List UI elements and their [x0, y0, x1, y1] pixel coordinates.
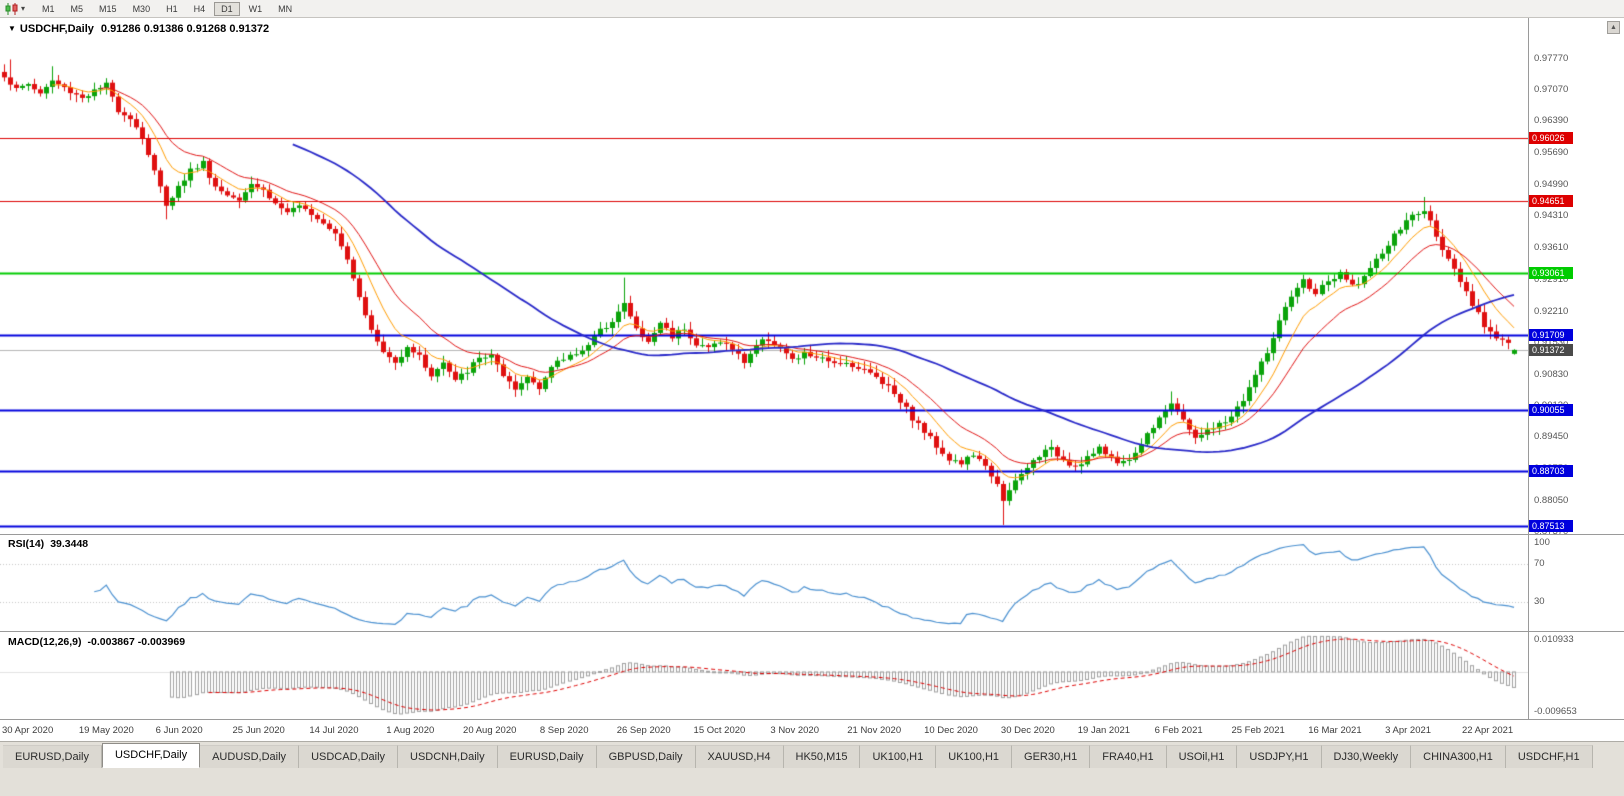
price-axis-label: 0.97070 [1534, 84, 1569, 96]
hline-price-tag: 0.91709 [1529, 328, 1573, 341]
timeframe-button-m1[interactable]: M1 [42, 3, 55, 14]
timeframe-button-m15[interactable]: M15 [99, 3, 117, 14]
price-axis-label: 0.92210 [1534, 305, 1569, 317]
ohlc-values: 0.91286 0.91386 0.91268 0.91372 [100, 23, 270, 35]
chart-tab-fra40-h1[interactable]: FRA40,H1 [1090, 745, 1167, 768]
chart-tab-usdjpy-h1[interactable]: USDJPY,H1 [1237, 745, 1322, 768]
date-axis-label: 30 Dec 2020 [1000, 725, 1055, 736]
chart-tab-usoil-h1[interactable]: USOil,H1 [1166, 745, 1238, 768]
date-axis-label: 1 Aug 2020 [386, 725, 435, 736]
hline-price-tag: 0.93061 [1529, 266, 1573, 279]
rsi-level-label: 70 [1534, 557, 1545, 569]
date-axis[interactable]: 30 Apr 2020 19 May 2020 6 Jun 2020 25 Jun 2… [0, 720, 1624, 741]
chart-title: ▼ USDCHF,Daily 0.91286 0.91386 0.91268 0.9… [8, 23, 269, 35]
price-axis-label: 0.94310 [1534, 210, 1569, 222]
current-price-tag: 0.91372 [1529, 343, 1573, 356]
chart-tab-xauusd-h4[interactable]: XAUUSD,H4 [695, 745, 784, 768]
chart-type-button[interactable]: ▾ [4, 2, 26, 15]
price-axis-border [1528, 18, 1529, 719]
price-axis-label: 0.91530 [1534, 336, 1569, 348]
price-axis-label: 0.97770 [1534, 52, 1569, 64]
chart-tab-hk50-m15[interactable]: HK50,M15 [783, 745, 861, 768]
panel-separator[interactable] [0, 534, 1624, 535]
chart-tab-dj30-weekly[interactable]: DJ30,Weekly [1321, 745, 1412, 768]
macd-label: MACD(12,26,9) -0.003867 -0.003969 [8, 636, 186, 648]
hline-price-tag: 0.88703 [1529, 465, 1573, 478]
macd-values: -0.003867 -0.003969 [87, 636, 186, 648]
date-axis-label: 20 Aug 2020 [463, 725, 517, 736]
date-axis-label: 6 Jun 2020 [155, 725, 203, 736]
chart-tab-uk100-h1[interactable]: UK100,H1 [936, 745, 1013, 768]
price-axis-label: 0.95690 [1534, 147, 1569, 159]
rsi-label: RSI(14) 39.3448 [8, 538, 89, 550]
timeframe-buttons: M1 M5 M15 M30 H1 H4 D1 W1 MN [35, 1, 301, 16]
hline-price-tag: 0.96026 [1529, 131, 1573, 144]
date-axis-label: 22 Apr 2021 [1461, 725, 1514, 736]
timeframe-button-d1[interactable]: D1 [214, 1, 240, 16]
chart-tab-eurusd-daily[interactable]: EURUSD,Daily [497, 745, 597, 768]
panel-separator [0, 719, 1624, 720]
timeframe-button-w1[interactable]: W1 [248, 3, 263, 14]
chart-tab-usdchf-h1[interactable]: USDCHF,H1 [1505, 745, 1593, 768]
date-axis-label: 10 Dec 2020 [924, 725, 978, 736]
rsi-level-label: 30 [1534, 596, 1545, 608]
chart-tab-eurusd-daily[interactable]: EURUSD,Daily [3, 745, 102, 768]
rsi-value: 39.3448 [50, 538, 89, 550]
hline-price-tag: 0.90055 [1529, 403, 1573, 416]
price-axis-label: 0.89450 [1534, 431, 1569, 443]
price-axis-label: 0.96390 [1534, 115, 1569, 127]
macd-scale-top: 0.010933 [1534, 634, 1574, 645]
date-axis-label: 14 Jul 2020 [309, 725, 359, 736]
price-axis-label: 0.90830 [1534, 368, 1569, 380]
timeframe-button-h1[interactable]: H1 [166, 3, 178, 14]
date-axis-label: 26 Sep 2020 [616, 725, 671, 736]
date-axis-label: 3 Apr 2021 [1385, 725, 1432, 736]
panel-separator[interactable] [0, 631, 1624, 632]
date-axis-label: 30 Apr 2020 [2, 725, 54, 736]
date-axis-label: 8 Sep 2020 [539, 725, 589, 736]
chart-tab-bar: EURUSD,Daily USDCHF,Daily AUDUSD,Daily USDC… [0, 741, 1624, 796]
chevron-down-icon: ▾ [21, 4, 26, 13]
price-chart-canvas[interactable] [0, 18, 1528, 534]
chart-tab-uk100-h1[interactable]: UK100,H1 [860, 745, 937, 768]
price-axis-label: 0.88050 [1534, 495, 1569, 507]
date-axis-label: 16 Mar 2021 [1308, 725, 1362, 736]
price-axis-label: 0.93610 [1534, 241, 1569, 253]
timeframe-button-h4[interactable]: H4 [193, 3, 206, 14]
triangle-down-icon[interactable]: ▼ [8, 24, 16, 33]
hline-price-tag: 0.94651 [1529, 194, 1573, 207]
chart-scroll-up-button[interactable]: ▲ [1607, 21, 1620, 34]
macd-scale-bottom: -0.009653 [1534, 706, 1577, 717]
chart-tab-gbpusd-daily[interactable]: GBPUSD,Daily [596, 745, 696, 768]
timeframe-toolbar: ▾ M1 M5 M15 M30 H1 H4 D1 W1 MN [0, 0, 1624, 18]
chart-tab-audusd-daily[interactable]: AUDUSD,Daily [200, 745, 300, 768]
chart-tab-ger30-h1[interactable]: GER30,H1 [1012, 745, 1091, 768]
hline-price-tag: 0.87513 [1529, 519, 1573, 532]
macd-canvas[interactable] [0, 632, 1528, 719]
price-axis-label: 0.94990 [1534, 179, 1569, 191]
date-axis-label: 19 Jan 2021 [1077, 725, 1131, 736]
date-axis-label: 21 Nov 2020 [847, 725, 902, 736]
date-axis-label: 25 Feb 2021 [1231, 725, 1285, 736]
chart-tab-china300-h1[interactable]: CHINA300,H1 [1411, 745, 1506, 768]
candlestick-chart-icon [5, 2, 18, 15]
chart-tab-usdcnh-daily[interactable]: USDCNH,Daily [398, 745, 498, 768]
timeframe-button-mn[interactable]: MN [278, 3, 293, 14]
date-axis-label: 6 Feb 2021 [1154, 725, 1203, 736]
rsi-level-label: 100 [1534, 537, 1550, 548]
chart-tab-usdcad-daily[interactable]: USDCAD,Daily [299, 745, 399, 768]
rsi-canvas[interactable] [0, 535, 1528, 631]
timeframe-button-m30[interactable]: M30 [132, 3, 151, 14]
date-axis-label: 15 Oct 2020 [693, 725, 746, 736]
timeframe-button-m5[interactable]: M5 [70, 3, 84, 14]
price-axis-label: 0.92910 [1534, 273, 1569, 285]
price-axis-label: 0.87370 [1534, 526, 1569, 538]
chart-tab-usdchf-daily[interactable]: USDCHF,Daily [101, 743, 201, 768]
symbol-period-label: USDCHF,Daily [19, 23, 94, 35]
chart-tabs: EURUSD,Daily USDCHF,Daily AUDUSD,Daily USDC… [0, 742, 1624, 768]
date-axis-label: 3 Nov 2020 [770, 725, 819, 736]
date-axis-label: 25 Jun 2020 [232, 725, 285, 736]
date-axis-label: 19 May 2020 [78, 725, 134, 736]
